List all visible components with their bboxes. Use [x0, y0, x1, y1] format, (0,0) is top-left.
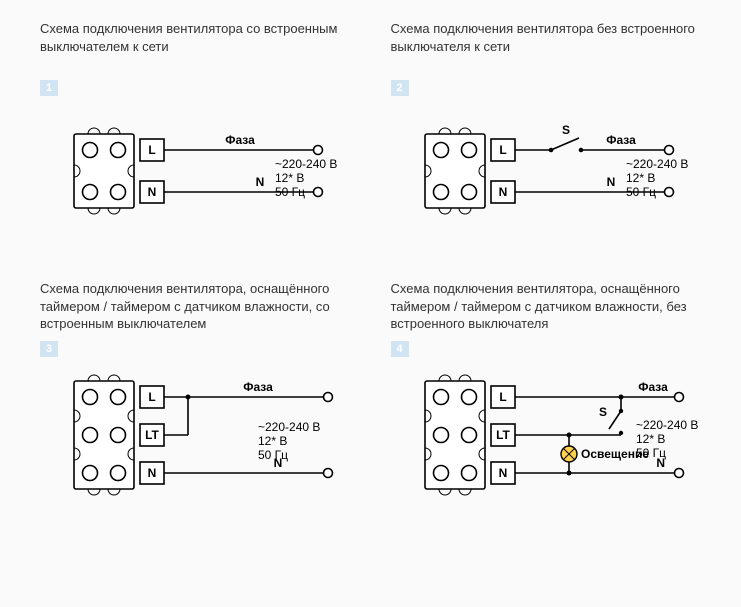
svg-text:LT: LT: [496, 428, 510, 442]
wiring-diagram: L N Фаза N ~220-240 В12* В50 Гц: [40, 102, 350, 232]
svg-text:50 Гц: 50 Гц: [258, 448, 288, 462]
svg-text:Фаза: Фаза: [638, 380, 668, 394]
panel-title: Схема подключения вентилятора со встроен…: [40, 20, 351, 72]
svg-text:Фаза: Фаза: [243, 380, 273, 394]
svg-text:L: L: [148, 390, 155, 404]
panel-badge: 2: [391, 80, 409, 96]
panel-title: Схема подключения вентилятора без встрое…: [391, 20, 702, 72]
diagram-panel-3: Схема подключения вентилятора, оснащённо…: [40, 280, 351, 513]
svg-text:N: N: [606, 175, 615, 189]
panel-badge: 1: [40, 80, 58, 96]
svg-text:S: S: [561, 123, 569, 137]
panel-title: Схема подключения вентилятора, оснащённо…: [40, 280, 351, 333]
svg-text:Фаза: Фаза: [606, 133, 636, 147]
svg-text:~220-240 В: ~220-240 В: [258, 420, 320, 434]
diagram-panel-2: Схема подключения вентилятора без встрое…: [391, 20, 702, 252]
svg-text:50 Гц: 50 Гц: [626, 185, 656, 199]
panel-badge: 3: [40, 341, 58, 357]
svg-text:N: N: [148, 185, 157, 199]
svg-text:12* В: 12* В: [636, 432, 665, 446]
svg-text:50 Гц: 50 Гц: [275, 185, 305, 199]
svg-text:L: L: [148, 143, 155, 157]
svg-text:N: N: [498, 466, 507, 480]
svg-text:~220-240 В: ~220-240 В: [626, 157, 688, 171]
panel-badge: 4: [391, 341, 409, 357]
svg-text:S: S: [599, 405, 607, 419]
svg-text:LT: LT: [145, 428, 159, 442]
svg-text:N: N: [256, 175, 265, 189]
svg-text:~220-240 В: ~220-240 В: [275, 157, 337, 171]
svg-text:50 Гц: 50 Гц: [636, 446, 666, 460]
wiring-diagram: LLTNФазаN~220-240 В12* В50 Гц: [40, 363, 350, 513]
svg-text:12* В: 12* В: [275, 171, 304, 185]
svg-text:~220-240 В: ~220-240 В: [636, 418, 698, 432]
wiring-diagram: LLTNФазаSОсвещениеN~220-240 В12* В50 Гц: [391, 363, 701, 513]
wiring-diagram: L N S Фаза N ~220-240 В12* В50 Гц: [391, 102, 701, 232]
svg-text:12* В: 12* В: [258, 434, 287, 448]
svg-text:L: L: [499, 143, 506, 157]
svg-text:L: L: [499, 390, 506, 404]
svg-text:N: N: [148, 466, 157, 480]
diagram-panel-1: Схема подключения вентилятора со встроен…: [40, 20, 351, 252]
svg-text:N: N: [498, 185, 507, 199]
diagram-panel-4: Схема подключения вентилятора, оснащённо…: [391, 280, 702, 513]
svg-text:12* В: 12* В: [626, 171, 655, 185]
svg-text:Фаза: Фаза: [225, 133, 255, 147]
panel-title: Схема подключения вентилятора, оснащённо…: [391, 280, 702, 333]
